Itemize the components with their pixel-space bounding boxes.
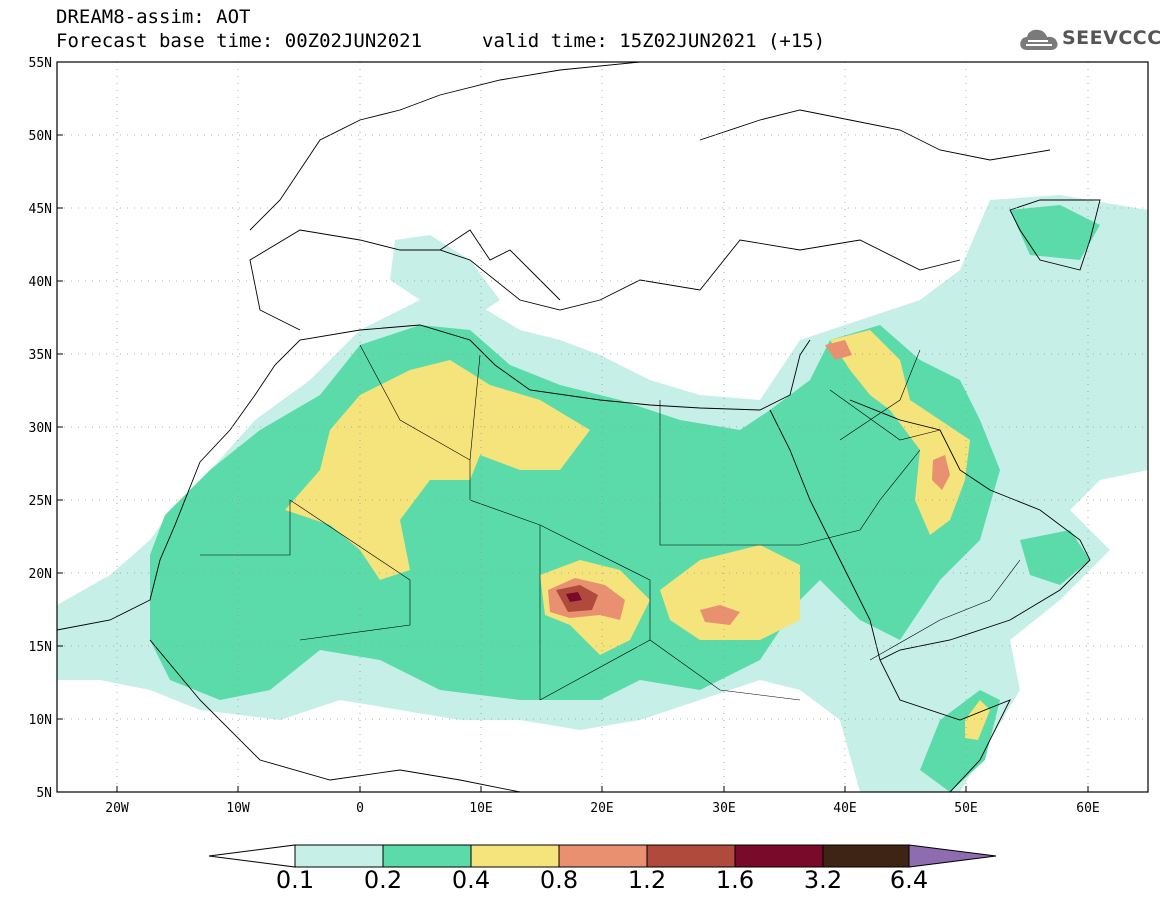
colorbar-cell: [470, 844, 560, 868]
lon-label: 40E: [833, 801, 856, 816]
lat-label: 45N: [29, 202, 52, 217]
valid-time: valid time: 15Z02JUN2021 (+15): [482, 30, 826, 52]
colorbar-label: 1.2: [627, 866, 667, 894]
lat-label: 10N: [29, 713, 52, 728]
colorbar-cell: [382, 844, 472, 868]
lat-label: 55N: [29, 56, 52, 71]
colorbar-cell: [294, 844, 384, 868]
map-title: DREAM8-assim: AOT: [56, 6, 251, 28]
colorbar-label: 3.2: [803, 866, 843, 894]
colorbar-label: 1.6: [715, 866, 755, 894]
colorbar-label: 0.4: [451, 866, 491, 894]
seevccc-logo: SEEVCCC: [1018, 24, 1161, 56]
aot-band-0.4-somalia: [965, 700, 990, 740]
lat-label: 50N: [29, 129, 52, 144]
colorbar-label: 0.2: [363, 866, 403, 894]
lat-label: 5N: [36, 786, 52, 801]
forecast-base-time: Forecast base time: 00Z02JUN2021: [56, 30, 423, 52]
aot-band-1.6-chad: [566, 592, 582, 602]
aot-band-0.4-sudan: [660, 545, 800, 640]
aot-band-0.2-caspian: [1010, 205, 1100, 260]
aot-band-0.1-italy: [390, 235, 500, 320]
lat-label: 35N: [29, 348, 52, 363]
colorbar-cell: [734, 844, 824, 868]
lat-labels: 55N 50N 45N 40N 35N 30N 25N 20N 15N 10N …: [29, 56, 52, 801]
logo-text: SEEVCCC: [1062, 27, 1162, 49]
aot-band-0.2-oman: [1020, 530, 1090, 585]
aot-band-0.4-sahara: [285, 360, 590, 580]
lon-label: 10E: [469, 801, 492, 816]
lat-label: 30N: [29, 421, 52, 436]
colorbar-cell: [646, 844, 736, 868]
aot-band-0.8-sudan: [700, 605, 740, 625]
colorbar-label: 0.1: [275, 866, 315, 894]
colorbar: [208, 844, 997, 868]
colorbar-cell: [908, 844, 997, 868]
aot-band-0.4-iraq: [830, 330, 970, 535]
aot-band-0.8-iraq: [932, 455, 950, 490]
lon-label: 0: [356, 801, 364, 816]
colorbar-label: 6.4: [889, 866, 929, 894]
lon-labels: 20W 10W 0 10E 20E 30E 40E 50E 60E: [105, 801, 1099, 816]
lat-label: 20N: [29, 567, 52, 582]
ticks: [57, 61, 1089, 793]
graticule: [57, 62, 1148, 792]
colorbar-labels: 0.1 0.2 0.4 0.8 1.2 1.6 3.2 6.4: [0, 866, 1165, 896]
lat-label: 25N: [29, 494, 52, 509]
lat-label: 15N: [29, 640, 52, 655]
lon-label: 60E: [1076, 801, 1099, 816]
colorbar-cell: [558, 844, 648, 868]
colorbar-cell: [822, 844, 910, 868]
colorbar-label: 0.8: [539, 866, 579, 894]
lon-label: 50E: [954, 801, 977, 816]
lon-label: 20W: [105, 801, 129, 816]
lon-label: 30E: [712, 801, 735, 816]
aot-band-0.8-syria: [825, 340, 852, 360]
lat-label: 40N: [29, 275, 52, 290]
lon-label: 10W: [226, 801, 250, 816]
cloud-icon: [1020, 29, 1058, 50]
lon-label: 20E: [590, 801, 613, 816]
coastlines: [57, 62, 1101, 792]
colorbar-cell: [208, 844, 296, 868]
